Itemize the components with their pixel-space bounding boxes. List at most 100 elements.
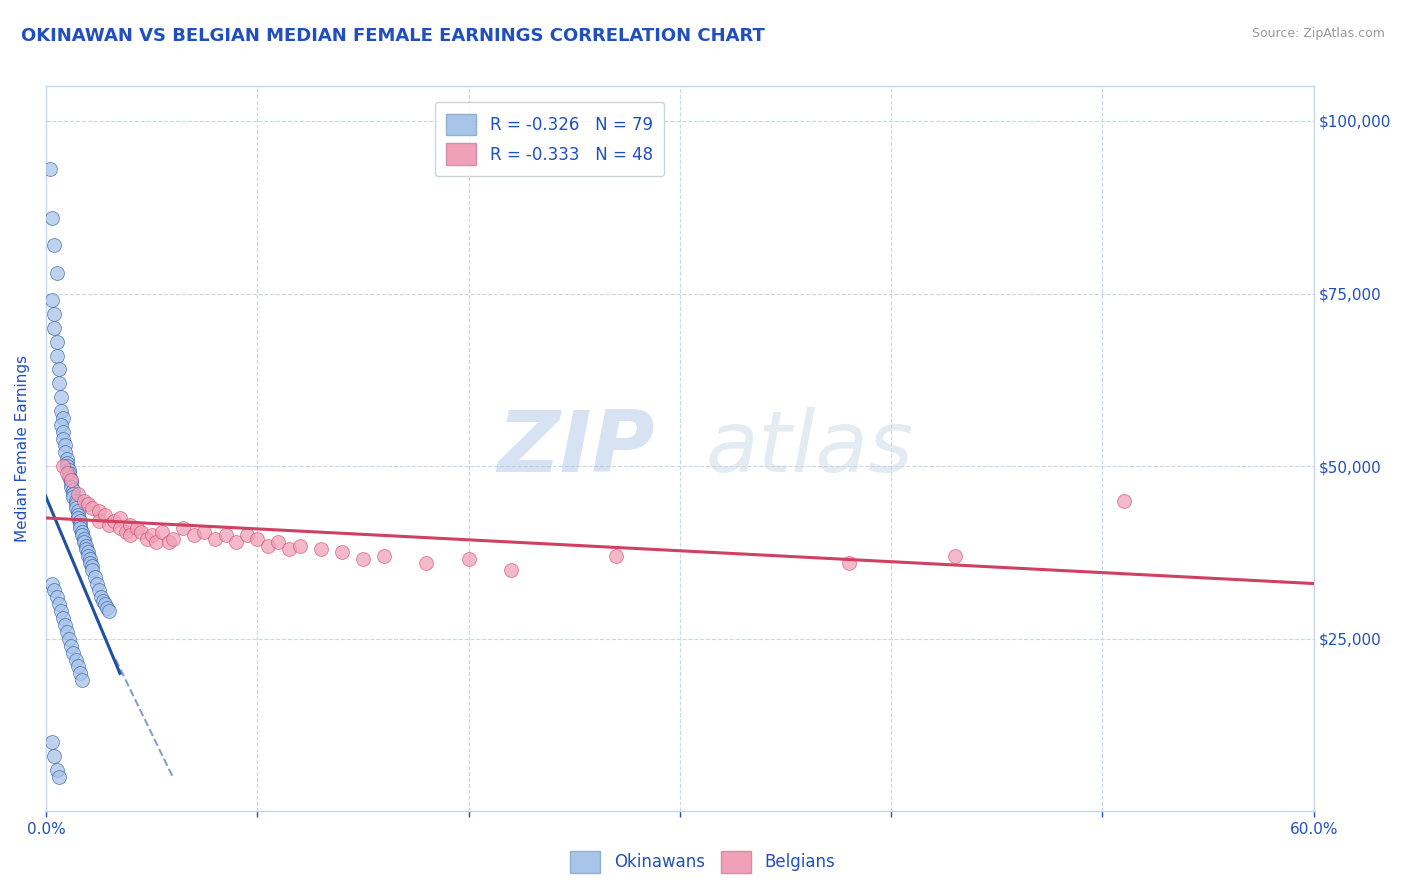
Point <box>94 508 117 522</box>
Legend: Okinawans, Belgians: Okinawans, Belgians <box>564 845 842 880</box>
Point <box>214 528 236 542</box>
Point <box>73 532 96 546</box>
Point <box>60 639 83 653</box>
Point <box>77 545 100 559</box>
Point <box>65 497 87 511</box>
Point <box>108 521 131 535</box>
Point <box>56 466 79 480</box>
Point <box>60 476 83 491</box>
Point <box>330 545 353 559</box>
Point <box>48 770 70 784</box>
Point <box>49 604 72 618</box>
Point <box>98 517 121 532</box>
Point <box>415 556 437 570</box>
Point <box>56 624 79 639</box>
Point <box>52 432 75 446</box>
Point <box>83 569 105 583</box>
Point <box>96 600 118 615</box>
Point <box>41 576 63 591</box>
Text: Source: ZipAtlas.com: Source: ZipAtlas.com <box>1251 27 1385 40</box>
Point <box>79 556 101 570</box>
Point <box>69 515 91 529</box>
Point <box>457 552 479 566</box>
Point <box>65 652 87 666</box>
Point <box>150 524 173 539</box>
Point <box>70 524 93 539</box>
Point <box>45 763 67 777</box>
Point <box>49 417 72 432</box>
Point <box>172 521 194 535</box>
Point <box>66 487 89 501</box>
Point <box>103 515 125 529</box>
Point <box>52 459 75 474</box>
Point <box>87 583 110 598</box>
Point <box>288 539 311 553</box>
Point <box>56 456 79 470</box>
Point <box>108 511 131 525</box>
Point <box>162 532 184 546</box>
Point <box>62 483 84 498</box>
Point <box>69 666 91 681</box>
Point <box>69 517 91 532</box>
Point <box>79 552 101 566</box>
Point <box>45 334 67 349</box>
Point <box>53 618 76 632</box>
Point <box>82 563 104 577</box>
Point <box>45 591 67 605</box>
Point <box>73 535 96 549</box>
Point <box>225 535 247 549</box>
Point <box>129 524 152 539</box>
Point <box>66 508 89 522</box>
Point <box>56 452 79 467</box>
Point <box>838 556 860 570</box>
Point <box>44 238 66 252</box>
Point <box>77 497 100 511</box>
Point <box>39 162 62 177</box>
Point <box>65 500 87 515</box>
Point <box>145 535 167 549</box>
Point <box>86 576 108 591</box>
Point <box>141 528 163 542</box>
Point <box>52 410 75 425</box>
Point <box>62 490 84 504</box>
Point <box>49 390 72 404</box>
Point <box>58 466 80 480</box>
Point <box>183 528 205 542</box>
Point <box>69 521 91 535</box>
Text: OKINAWAN VS BELGIAN MEDIAN FEMALE EARNINGS CORRELATION CHART: OKINAWAN VS BELGIAN MEDIAN FEMALE EARNIN… <box>21 27 765 45</box>
Point <box>75 542 97 557</box>
Point <box>1112 493 1135 508</box>
Point <box>45 266 67 280</box>
Point <box>94 597 117 611</box>
Point <box>278 542 301 557</box>
Point <box>98 604 121 618</box>
Point <box>352 552 374 566</box>
Point <box>82 559 104 574</box>
Legend: R = -0.326   N = 79, R = -0.333   N = 48: R = -0.326 N = 79, R = -0.333 N = 48 <box>434 102 665 177</box>
Text: atlas: atlas <box>706 408 914 491</box>
Point <box>52 425 75 439</box>
Point <box>157 535 180 549</box>
Point <box>66 511 89 525</box>
Point <box>136 532 159 546</box>
Point <box>120 528 142 542</box>
Point <box>70 528 93 542</box>
Point <box>62 646 84 660</box>
Point <box>48 376 70 391</box>
Point <box>256 539 278 553</box>
Point <box>58 462 80 476</box>
Y-axis label: Median Female Earnings: Median Female Earnings <box>15 355 30 542</box>
Point <box>44 307 66 321</box>
Point <box>73 493 96 508</box>
Point <box>193 524 215 539</box>
Point <box>115 524 138 539</box>
Point <box>66 504 89 518</box>
Point <box>53 438 76 452</box>
Point <box>65 493 87 508</box>
Point <box>246 532 269 546</box>
Point <box>52 611 75 625</box>
Point <box>41 735 63 749</box>
Point <box>44 749 66 764</box>
Point <box>66 659 89 673</box>
Point <box>373 549 395 563</box>
